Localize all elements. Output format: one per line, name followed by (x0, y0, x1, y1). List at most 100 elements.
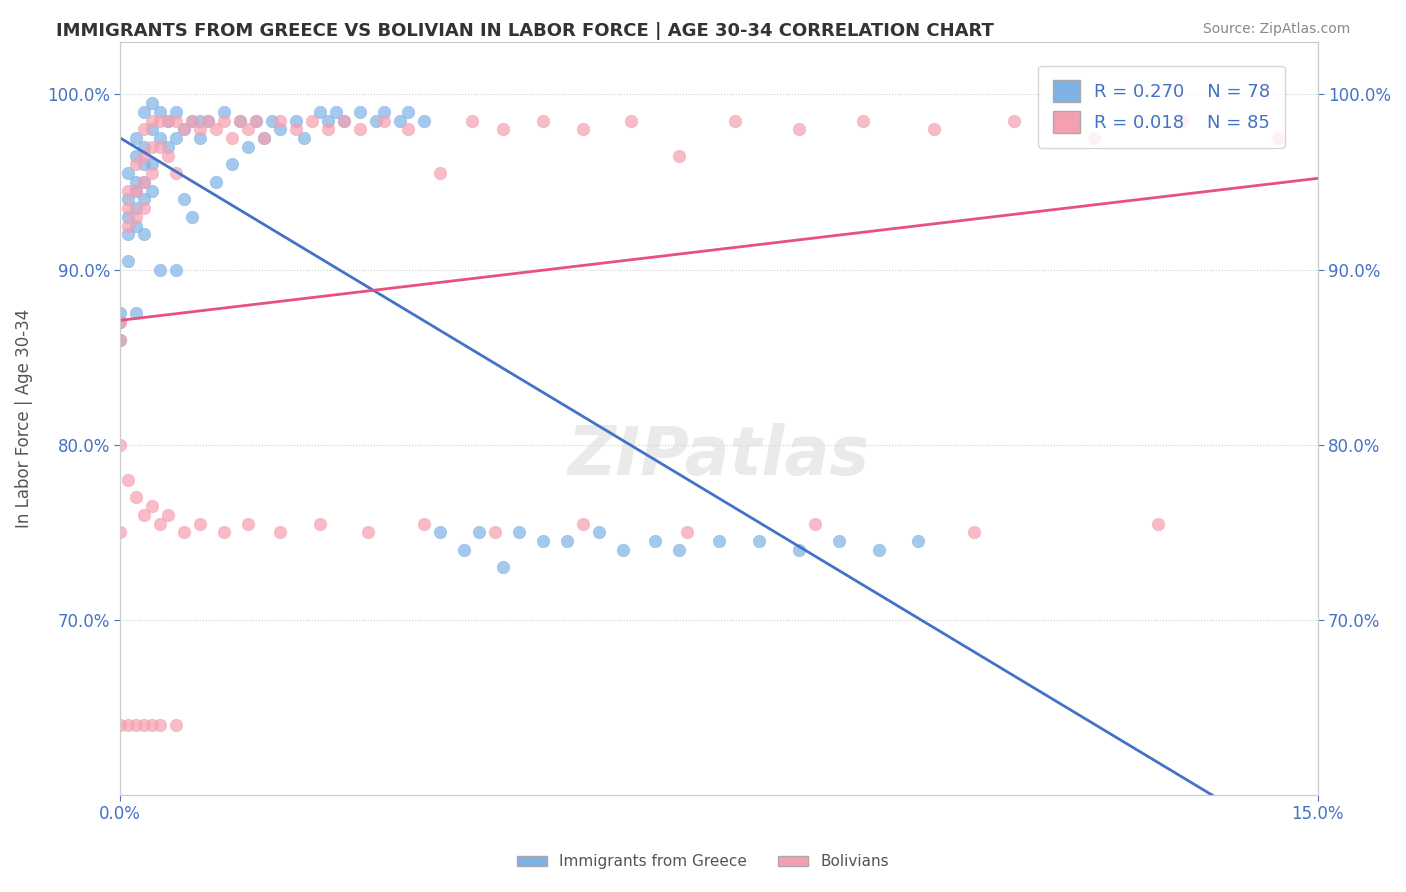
Point (197, 113, 219, 128)
Point (492, 560, 515, 574)
Point (125, 219, 148, 233)
Point (1171, 113, 1194, 128)
Point (141, 96, 163, 111)
Point (787, 122, 810, 136)
Point (134, 718, 156, 732)
Point (117, 210, 139, 224)
Point (117, 227, 139, 242)
Point (373, 113, 395, 128)
Text: IMMIGRANTS FROM GREECE VS BOLIVIAN IN LABOR FORCE | AGE 30-34 CORRELATION CHART: IMMIGRANTS FROM GREECE VS BOLIVIAN IN LA… (56, 22, 994, 40)
Legend: Immigrants from Greece, Bolivians: Immigrants from Greece, Bolivians (510, 848, 896, 875)
Point (188, 122, 211, 136)
Point (924, 122, 946, 136)
Point (117, 184, 139, 198)
Point (308, 516, 330, 531)
Point (110, 306, 132, 320)
Point (157, 148, 180, 162)
Point (141, 157, 163, 171)
Point (157, 508, 180, 522)
Point (269, 113, 291, 128)
Point (117, 166, 139, 180)
Point (531, 534, 554, 549)
Point (134, 122, 156, 136)
Point (149, 131, 172, 145)
Point (245, 113, 267, 128)
Point (236, 140, 259, 154)
Point (572, 516, 595, 531)
Point (188, 113, 211, 128)
Point (134, 140, 156, 154)
Point (134, 104, 156, 119)
Point (253, 131, 276, 145)
Point (724, 113, 747, 128)
Point (668, 148, 690, 162)
Point (492, 122, 515, 136)
Point (110, 525, 132, 540)
Point (963, 525, 986, 540)
Point (253, 131, 276, 145)
Point (357, 525, 380, 540)
Point (125, 175, 148, 189)
Point (117, 219, 139, 233)
Point (117, 473, 139, 487)
Point (134, 193, 156, 207)
Point (173, 525, 195, 540)
Point (149, 516, 172, 531)
Point (349, 122, 371, 136)
Point (508, 525, 530, 540)
Point (141, 499, 163, 513)
Point (748, 534, 770, 549)
Point (292, 131, 315, 145)
Point (110, 315, 132, 329)
Point (212, 113, 235, 128)
Point (141, 718, 163, 732)
Point (188, 131, 211, 145)
Point (141, 184, 163, 198)
Point (460, 113, 482, 128)
Point (245, 113, 267, 128)
Point (141, 122, 163, 136)
Point (1147, 516, 1170, 531)
Text: Source: ZipAtlas.com: Source: ZipAtlas.com (1202, 22, 1350, 37)
Point (852, 113, 875, 128)
Point (181, 113, 204, 128)
Point (412, 113, 434, 128)
Point (364, 113, 387, 128)
Point (149, 140, 172, 154)
Point (157, 113, 180, 128)
Point (484, 525, 506, 540)
Point (188, 516, 211, 531)
Point (165, 104, 187, 119)
Point (531, 113, 554, 128)
Point (787, 542, 810, 557)
Point (676, 525, 699, 540)
Point (141, 140, 163, 154)
Point (149, 718, 172, 732)
Legend: R = 0.270    N = 78, R = 0.018    N = 85: R = 0.270 N = 78, R = 0.018 N = 85 (1038, 66, 1285, 148)
Point (868, 542, 890, 557)
Point (707, 534, 730, 549)
Point (197, 113, 219, 128)
Point (173, 122, 195, 136)
Point (141, 113, 163, 128)
Point (125, 184, 148, 198)
Point (125, 306, 148, 320)
Point (453, 542, 475, 557)
Point (429, 166, 451, 180)
Point (149, 104, 172, 119)
Point (134, 175, 156, 189)
Point (165, 131, 187, 145)
Point (229, 113, 252, 128)
Point (134, 508, 156, 522)
Point (125, 148, 148, 162)
Point (269, 122, 291, 136)
Point (260, 113, 283, 128)
Point (125, 201, 148, 215)
Point (134, 175, 156, 189)
Point (165, 718, 187, 732)
Point (141, 166, 163, 180)
Point (165, 262, 187, 277)
Point (173, 193, 195, 207)
Point (1267, 131, 1289, 145)
Point (181, 113, 204, 128)
